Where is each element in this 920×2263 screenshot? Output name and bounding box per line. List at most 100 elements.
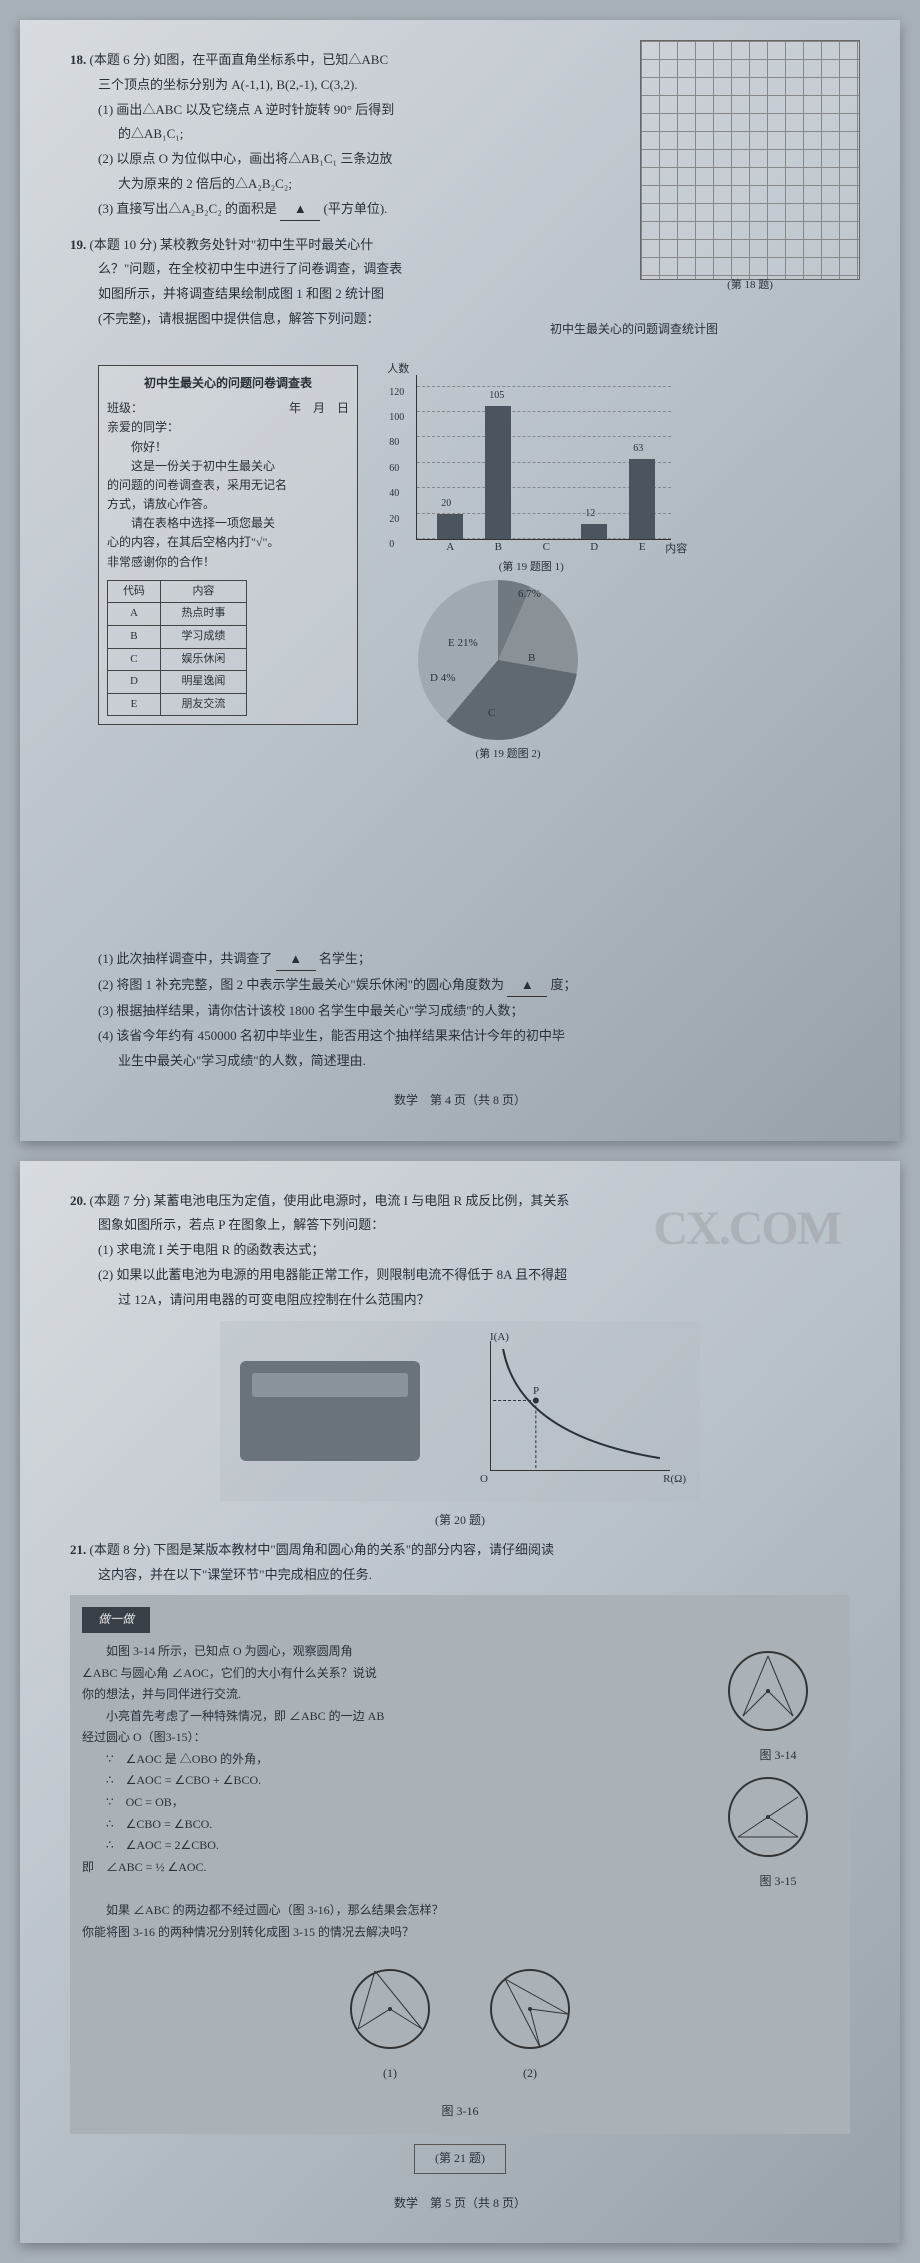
q21-head: (本题 8 分) 下图是某版本教材中"圆周角和圆心角的关系"的部分内容，请仔细阅… (90, 1542, 555, 1557)
q18-blank-area: ▲ (280, 199, 320, 221)
q18-coords: 三个顶点的坐标分别为 A(-1,1), B(2,-1), C(3,2). (98, 75, 590, 96)
q19-number: 19. (70, 237, 86, 252)
q21-l2: 这内容，并在以下"课堂环节"中完成相应的任务. (98, 1565, 850, 1586)
bar-chart: 人数 02040608010012020A105BC12D63E 内容 (第 1… (381, 365, 681, 565)
x-tick-label: D (590, 539, 598, 557)
pie-circle (418, 580, 578, 740)
textbook-excerpt-box: 做一做 如图 3-14 所示，已知点 O 为圆心，观察圆周角 ∠ABC 与圆心角… (70, 1595, 850, 2134)
fig316-row: (1) (2) (82, 1959, 838, 2085)
fig316-label: 图 3-16 (82, 2101, 838, 2123)
table-row: A热点时事 (108, 603, 247, 626)
q18-sub2b: 大为原来的 2 倍后的△A₂B₂C₂; (118, 174, 590, 195)
excerpt-p7: 你能将图 3-16 的两种情况分别转化成图 3-15 的情况去解决吗？ (82, 1922, 838, 1944)
bar-B (485, 406, 511, 539)
bar-A (437, 514, 463, 539)
q18-sub3-text: (3) 直接写出△A₂B₂C₂ 的面积是 (98, 201, 277, 216)
inverse-curve-chart: I(A) P O R(Ω) (460, 1331, 680, 1491)
survey-form: 初中生最关心的问题问卷调查表 班级： 年 月 日 亲爱的同学： 你好！ 这是一份… (98, 365, 358, 725)
q19-sub4b: 业生中最关心"学习成绩"的人数，简述理由. (118, 1051, 850, 1072)
q20-sub2: (2) 如果以此蓄电池为电源的用电器能正常工作，则限制电流不得低于 8A 且不得… (98, 1265, 850, 1286)
page-footer-5: 数学 第 5 页（共 8 页） (70, 2194, 850, 2213)
q18-sub2: (2) 以原点 O 为位似中心，画出将△AB₁C₁ 三条边放 (98, 149, 590, 170)
y-tick-label: 40 (389, 486, 399, 502)
circle-diagram-314 (718, 1641, 818, 1741)
hyperbola-curve (503, 1348, 660, 1457)
survey-body4: 请在表格中选择一项您最关 (107, 514, 349, 533)
q18-number: 18. (70, 52, 86, 67)
pie-label-a: 6.7% (518, 586, 541, 604)
y-tick-label: 120 (389, 385, 404, 401)
q21-number: 21. (70, 1542, 86, 1557)
x-tick-label: B (495, 539, 502, 557)
pie-chart: E 21% 6.7% D 4% B C (第 19 题图 2) (418, 580, 598, 760)
excerpt-p6: 如果 ∠ABC 的两边都不经过圆心（图 3-16），那么结果会怎样？ (82, 1900, 838, 1922)
bar-plot-area: 02040608010012020A105BC12D63E (416, 375, 671, 540)
survey-body1: 这是一份关于初中生最关心 (107, 457, 349, 476)
fig315-label: 图 3-15 (718, 1871, 838, 1893)
survey-class-row: 班级： 年 月 日 (107, 399, 349, 418)
bar-value-label: 20 (441, 496, 451, 512)
q19-head: (本题 10 分) 某校教务处针对"初中生平时最关心什 (90, 237, 374, 252)
circle-diagram-316-1 (340, 1959, 440, 2059)
pie-label-b: B (528, 650, 535, 668)
x-tick-label: E (639, 539, 646, 557)
table-row: C娱乐休闲 (108, 648, 247, 671)
pie-label-d: D 4% (430, 670, 455, 688)
excerpt-text-col: 如图 3-14 所示，已知点 O 为圆心，观察圆周角 ∠ABC 与圆心角 ∠AO… (82, 1641, 702, 1892)
table-row: D明星逸闻 (108, 671, 247, 694)
q18-sub3-unit: (平方单位). (324, 201, 388, 216)
page-footer: 数学 第 4 页（共 8 页） (70, 1091, 850, 1110)
q18-head: (本题 6 分) 如图，在平面直角坐标系中，已知△ABC (90, 52, 389, 67)
question-18: 18. (本题 6 分) 如图，在平面直角坐标系中，已知△ABC 三个顶点的坐标… (70, 50, 590, 221)
q18-sub1: (1) 画出△ABC 以及它绕点 A 逆时针旋转 90° 后得到 (98, 100, 590, 121)
circle-diagram-316-2 (480, 1959, 580, 2059)
q20-figure: I(A) P O R(Ω) (220, 1321, 700, 1501)
q20-head: (本题 7 分) 某蓄电池电压为定值，使用此电源时，电流 I 与电阻 R 成反比… (90, 1193, 570, 1208)
q19-sub4: (4) 该省今年约有 450000 名初中毕业生，能否用这个抽样结果来估计今年的… (98, 1026, 850, 1047)
y-tick-label: 80 (389, 435, 399, 451)
exam-page-5: CX.COM 20. (本题 7 分) 某蓄电池电压为定值，使用此电源时，电流 … (20, 1161, 900, 2243)
x-axis-title: 内容 (665, 541, 687, 559)
q19-sub3: (3) 根据抽样结果，请你估计该校 1800 名学生中最关心"学习成绩"的人数； (98, 1001, 850, 1022)
table-header-row: 代码 内容 (108, 580, 247, 603)
bar-value-label: 63 (633, 441, 643, 457)
bar-E (629, 459, 655, 539)
q18-sub3: (3) 直接写出△A₂B₂C₂ 的面积是 ▲ (平方单位). (98, 199, 590, 221)
point-P-label: P (533, 1383, 539, 1401)
q18-sub1b: 的△AB₁C₁; (118, 124, 590, 145)
excerpt-diagrams-col: 图 3-14 图 3-15 (718, 1641, 838, 1892)
x-tick-label: A (446, 539, 454, 557)
survey-title: 初中生最关心的问题问卷调查表 (107, 374, 349, 393)
bar-value-label: 12 (585, 506, 595, 522)
y-tick-label: 20 (389, 512, 399, 528)
survey-body2: 的问题的问卷调查表，采用无记名 (107, 476, 349, 495)
survey-code-table: 代码 内容 A热点时事 B学习成绩 C娱乐休闲 D明星逸闻 E朋友交流 (107, 580, 247, 717)
q20-number: 20. (70, 1193, 86, 1208)
q19-sub2: (2) 将图 1 补充完整，图 2 中表示学生最关心"娱乐休闲"的圆心角度数为 … (98, 975, 850, 997)
survey-hello: 你好！ (107, 438, 349, 457)
watermark-text: CX.COM (653, 1191, 840, 1268)
survey-body3: 方式，请放心作答。 (107, 495, 349, 514)
battery-icon (240, 1361, 420, 1461)
circle-diagram-315 (718, 1767, 818, 1867)
survey-body5: 心的内容，在其后空格内打"√"。 (107, 533, 349, 552)
bar-value-label: 105 (489, 388, 504, 404)
origin-label: O (480, 1471, 488, 1489)
question-19: 19. (本题 10 分) 某校教务处针对"初中生平时最关心什 么？"问题，在全… (70, 235, 850, 1072)
y-tick-label: 0 (389, 537, 394, 553)
q18-coordinate-grid: (第 18 题) (640, 40, 860, 280)
q19-blank-angle: ▲ (507, 975, 547, 997)
th-code: 代码 (108, 580, 161, 603)
x-axis-R: R(Ω) (663, 1471, 686, 1489)
pie-caption: (第 19 题图 2) (418, 746, 598, 764)
exam-page-4: (第 18 题) 18. (本题 6 分) 如图，在平面直角坐标系中，已知△AB… (20, 20, 900, 1141)
q21-caption: (第 21 题) (70, 2144, 850, 2173)
survey-date-label: 年 月 日 (289, 399, 349, 418)
question-21: 21. (本题 8 分) 下图是某版本教材中"圆周角和圆心角的关系"的部分内容，… (70, 1540, 850, 2174)
curve-svg (491, 1341, 670, 1470)
x-tick-label: C (543, 539, 550, 557)
table-row: B学习成绩 (108, 626, 247, 649)
bar-D (581, 524, 607, 539)
table-row: E朋友交流 (108, 693, 247, 716)
y-tick-label: 60 (389, 461, 399, 477)
